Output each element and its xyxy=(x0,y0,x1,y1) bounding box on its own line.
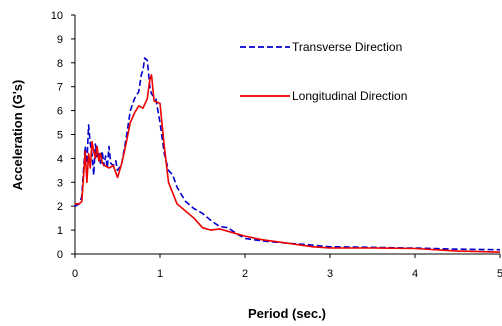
x-tick-label: 1 xyxy=(157,268,163,280)
series-line-longitudinal xyxy=(75,74,501,253)
x-axis-title: Period (sec.) xyxy=(248,306,326,321)
y-tick-label: 9 xyxy=(57,34,63,46)
axes: 0 1 2 3 4 5 6 7 8 9 10 0 1 2 3 4 5 xyxy=(51,10,502,280)
y-tick-label: 5 xyxy=(57,130,63,142)
x-tick-label: 3 xyxy=(327,268,333,280)
y-tick-label: 8 xyxy=(57,58,63,70)
x-tick-label: 5 xyxy=(497,268,502,280)
x-tick-label: 4 xyxy=(412,268,418,280)
y-tick-label: 4 xyxy=(57,153,63,165)
y-tick-label: 7 xyxy=(57,82,63,94)
series-line-transverse xyxy=(74,57,501,251)
y-tick-label: 6 xyxy=(57,106,63,118)
y-axis-title: Acceleration (G's) xyxy=(10,80,25,191)
legend-label-longitudinal: Longitudinal Direction xyxy=(292,89,407,103)
y-tick-label: 3 xyxy=(57,177,63,189)
y-tick-label: 0 xyxy=(57,249,63,261)
series-layer xyxy=(74,57,501,253)
y-tick-label: 1 xyxy=(57,225,63,237)
x-tick-label: 2 xyxy=(242,268,248,280)
legend-label-transverse: Transverse Direction xyxy=(292,40,402,54)
legend: Transverse Direction Longitudinal Directi… xyxy=(240,40,407,103)
x-tick-label: 0 xyxy=(72,268,78,280)
y-tick-label: 10 xyxy=(51,10,63,22)
y-tick-label: 2 xyxy=(57,201,63,213)
